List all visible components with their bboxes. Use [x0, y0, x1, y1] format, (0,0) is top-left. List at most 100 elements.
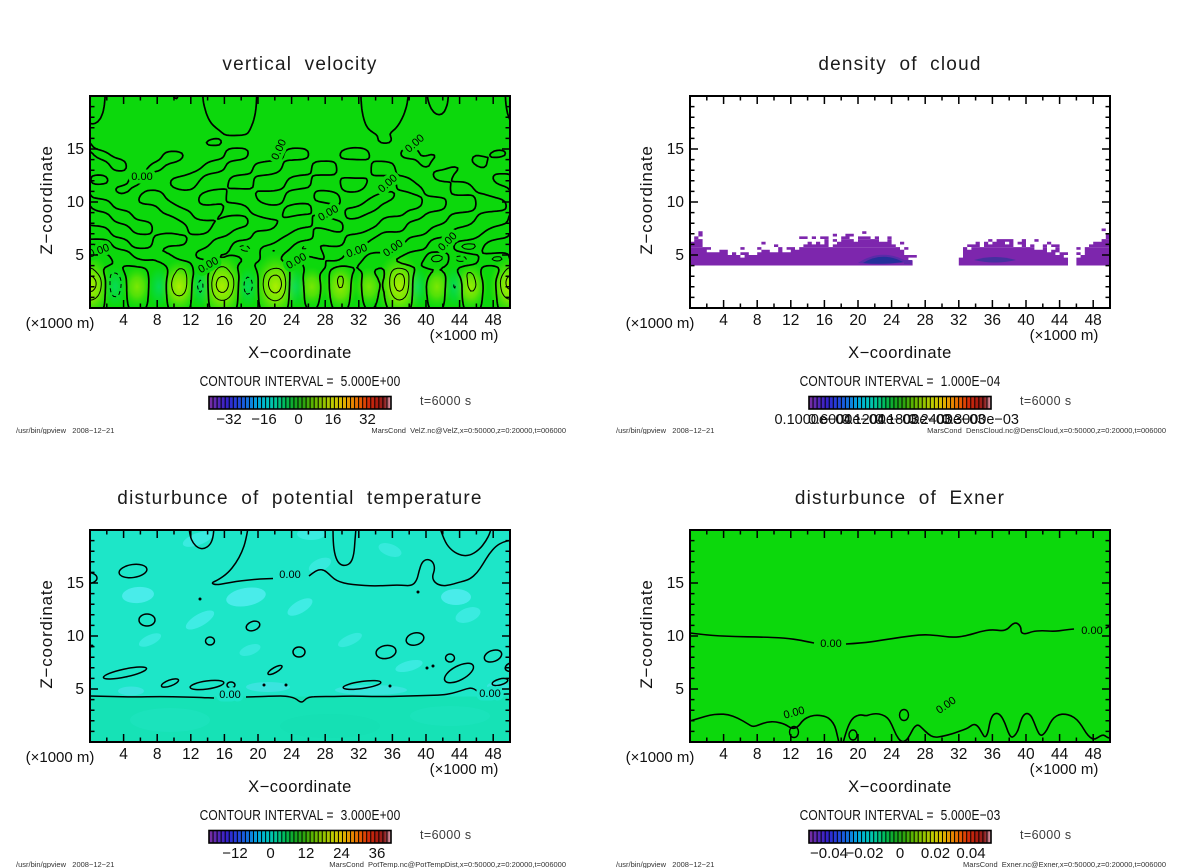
svg-text:12: 12 — [782, 746, 799, 763]
svg-text:10: 10 — [67, 628, 85, 645]
svg-text:CONTOUR INTERVAL = 5.000E+00: CONTOUR INTERVAL = 5.000E+00 — [200, 373, 401, 390]
svg-text:40: 40 — [1017, 746, 1035, 763]
svg-text:CONTOUR INTERVAL = 5.000E−03: CONTOUR INTERVAL = 5.000E−03 — [800, 807, 1001, 824]
svg-text:36: 36 — [369, 845, 386, 862]
svg-text:48: 48 — [1085, 312, 1102, 329]
svg-text:0: 0 — [896, 845, 904, 862]
svg-text:44: 44 — [1051, 312, 1069, 329]
svg-text:8: 8 — [753, 746, 762, 763]
svg-text:24: 24 — [283, 746, 301, 763]
svg-text:0.00: 0.00 — [279, 569, 300, 581]
svg-text:12: 12 — [182, 312, 199, 329]
svg-text:48: 48 — [485, 312, 502, 329]
svg-text:36: 36 — [384, 746, 401, 763]
svg-text:44: 44 — [1051, 746, 1069, 763]
svg-text:MarsCond_VelZ.nc@VelZ,x=0:5000: MarsCond_VelZ.nc@VelZ,x=0:50000,z=0:2000… — [371, 426, 566, 434]
svg-text:0.6000e−04: 0.6000e−04 — [808, 412, 885, 428]
svg-text:48: 48 — [1085, 746, 1102, 763]
svg-text:density of cloud: density of cloud — [818, 54, 981, 75]
svg-text:0.1000e−04: 0.1000e−04 — [774, 412, 851, 428]
svg-text:−16: −16 — [251, 411, 276, 428]
svg-text:8: 8 — [153, 312, 162, 329]
svg-text:(×1000 m): (×1000 m) — [26, 315, 95, 332]
svg-text:24: 24 — [883, 746, 901, 763]
svg-text:36: 36 — [984, 312, 1001, 329]
svg-text:(×1000 m): (×1000 m) — [626, 315, 695, 332]
svg-text:20: 20 — [849, 312, 867, 329]
svg-text:CONTOUR INTERVAL = 3.000E+00: CONTOUR INTERVAL = 3.000E+00 — [200, 807, 401, 824]
svg-text:4: 4 — [719, 312, 728, 329]
svg-text:48: 48 — [485, 746, 502, 763]
svg-text:10: 10 — [67, 194, 85, 211]
svg-text:0.3000e−03: 0.3000e−03 — [942, 412, 1019, 428]
svg-text:8: 8 — [753, 312, 762, 329]
svg-text:MarsCond_DensCloud.nc@DensClou: MarsCond_DensCloud.nc@DensCloud,x=0:5000… — [927, 426, 1166, 434]
svg-text:−32: −32 — [216, 411, 241, 428]
svg-text:/usr/bin/gpview 2008−12−21: /usr/bin/gpview 2008−12−21 — [16, 860, 114, 868]
svg-text:CONTOUR INTERVAL = 1.000E−04: CONTOUR INTERVAL = 1.000E−04 — [800, 373, 1001, 390]
svg-text:(×1000 m): (×1000 m) — [26, 749, 95, 766]
svg-text:t=6000 s: t=6000 s — [420, 394, 472, 408]
svg-text:4: 4 — [719, 746, 728, 763]
svg-text:24: 24 — [333, 845, 350, 862]
svg-text:15: 15 — [67, 575, 84, 592]
svg-text:disturbunce of potential tempe: disturbunce of potential temperature — [117, 488, 482, 509]
svg-text:0.00: 0.00 — [479, 688, 500, 700]
svg-text:32: 32 — [350, 312, 367, 329]
svg-text:32: 32 — [359, 411, 376, 428]
svg-text:0.00: 0.00 — [279, 569, 300, 581]
svg-text:disturbunce of Exner: disturbunce of Exner — [795, 488, 1005, 509]
svg-text:X−coordinate: X−coordinate — [248, 344, 352, 362]
svg-text:0.00: 0.00 — [131, 171, 152, 183]
svg-text:40: 40 — [1017, 312, 1035, 329]
svg-text:0.00: 0.00 — [479, 688, 500, 700]
svg-text:12: 12 — [182, 746, 199, 763]
svg-text:0: 0 — [294, 411, 302, 428]
svg-text:4: 4 — [119, 746, 128, 763]
svg-text:t=6000 s: t=6000 s — [1020, 394, 1072, 408]
svg-text:32: 32 — [950, 312, 967, 329]
svg-text:24: 24 — [283, 312, 301, 329]
svg-text:0.1200e−03: 0.1200e−03 — [841, 412, 918, 428]
svg-text:40: 40 — [417, 312, 435, 329]
svg-text:28: 28 — [917, 746, 934, 763]
svg-text:MarsCond_PotTemp.nc@PotTempDis: MarsCond_PotTemp.nc@PotTempDist,x=0:5000… — [329, 860, 566, 868]
svg-text:20: 20 — [849, 746, 867, 763]
svg-text:0: 0 — [266, 845, 274, 862]
svg-text:28: 28 — [317, 746, 334, 763]
svg-text:X−coordinate: X−coordinate — [848, 344, 952, 362]
svg-text:24: 24 — [883, 312, 901, 329]
svg-text:5: 5 — [675, 247, 684, 264]
svg-text:16: 16 — [325, 411, 342, 428]
svg-text:40: 40 — [417, 746, 435, 763]
svg-text:28: 28 — [917, 312, 934, 329]
svg-text:12: 12 — [782, 312, 799, 329]
svg-text:(×1000 m): (×1000 m) — [430, 327, 499, 344]
svg-text:(×1000 m): (×1000 m) — [1030, 327, 1099, 344]
svg-text:0.1800e−03: 0.1800e−03 — [875, 412, 952, 428]
svg-text:20: 20 — [249, 312, 267, 329]
svg-text:0.00: 0.00 — [219, 689, 240, 701]
svg-text:/usr/bin/gpview 2008−12−21: /usr/bin/gpview 2008−12−21 — [16, 426, 114, 434]
svg-text:10: 10 — [667, 194, 685, 211]
svg-text:5: 5 — [75, 247, 84, 264]
svg-text:0.00: 0.00 — [219, 689, 240, 701]
svg-text:vertical velocity: vertical velocity — [222, 54, 377, 75]
svg-text:15: 15 — [667, 141, 684, 158]
svg-text:4: 4 — [119, 312, 128, 329]
svg-text:36: 36 — [384, 312, 401, 329]
svg-text:0.00: 0.00 — [782, 705, 806, 722]
svg-text:t=6000 s: t=6000 s — [1020, 828, 1072, 842]
svg-text:Z−coordinate: Z−coordinate — [637, 579, 656, 688]
svg-text:X−coordinate: X−coordinate — [248, 778, 352, 796]
svg-text:15: 15 — [667, 575, 684, 592]
svg-text:t=6000 s: t=6000 s — [420, 828, 472, 842]
svg-text:16: 16 — [216, 746, 233, 763]
svg-text:32: 32 — [950, 746, 967, 763]
svg-text:0.02: 0.02 — [921, 845, 950, 862]
svg-text:15: 15 — [67, 141, 84, 158]
svg-text:MarsCond_Exner.nc@Exner,x=0:50: MarsCond_Exner.nc@Exner,x=0:50000,z=0:20… — [963, 860, 1166, 868]
svg-text:0.04: 0.04 — [956, 845, 985, 862]
svg-text:16: 16 — [816, 746, 833, 763]
svg-text:8: 8 — [153, 746, 162, 763]
